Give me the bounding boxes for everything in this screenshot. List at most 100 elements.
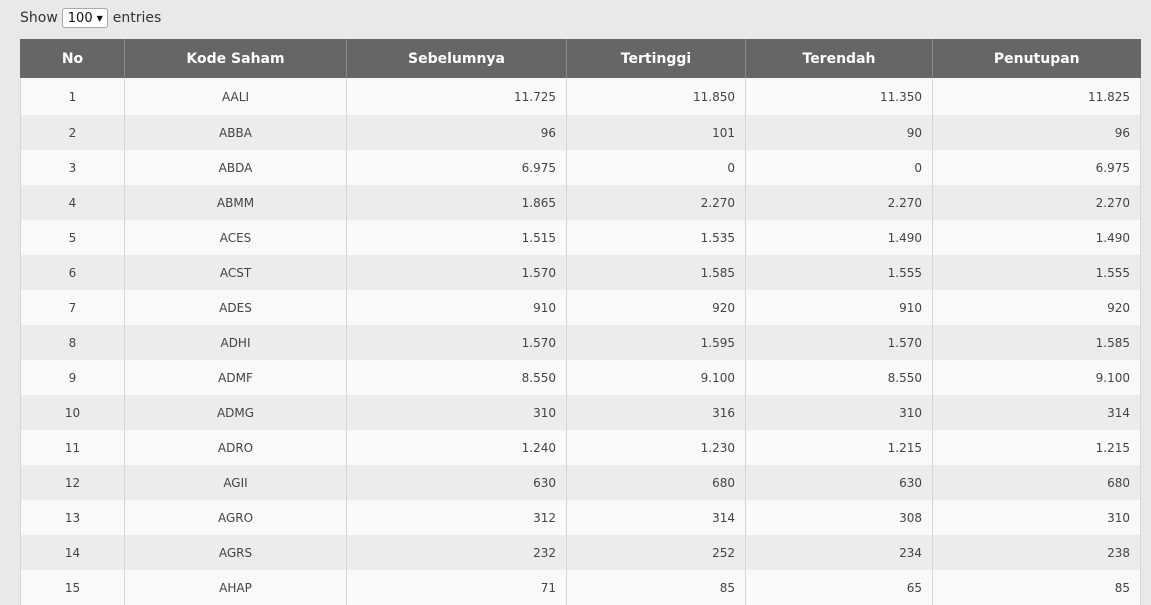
table-row: 10 ADMG 310 316 310 314 bbox=[20, 395, 1141, 430]
cell-terendah: 910 bbox=[745, 290, 933, 325]
table-row: 11 ADRO 1.240 1.230 1.215 1.215 bbox=[20, 430, 1141, 465]
cell-penutupan: 310 bbox=[932, 500, 1141, 535]
cell-sebelumnya: 96 bbox=[346, 115, 567, 150]
cell-kode-saham: ADMG bbox=[124, 395, 347, 430]
table-row: 6 ACST 1.570 1.585 1.555 1.555 bbox=[20, 255, 1141, 290]
cell-tertinggi: 680 bbox=[566, 465, 746, 500]
stock-table: No Kode Saham Sebelumnya Tertinggi Teren… bbox=[20, 39, 1141, 605]
cell-terendah: 308 bbox=[745, 500, 933, 535]
cell-tertinggi: 1.595 bbox=[566, 325, 746, 360]
table-row: 4 ABMM 1.865 2.270 2.270 2.270 bbox=[20, 185, 1141, 220]
cell-penutupan: 920 bbox=[932, 290, 1141, 325]
table-row: 9 ADMF 8.550 9.100 8.550 9.100 bbox=[20, 360, 1141, 395]
cell-kode-saham: AGRO bbox=[124, 500, 347, 535]
cell-penutupan: 314 bbox=[932, 395, 1141, 430]
cell-tertinggi: 1.230 bbox=[566, 430, 746, 465]
cell-kode-saham: ADES bbox=[124, 290, 347, 325]
cell-penutupan: 9.100 bbox=[932, 360, 1141, 395]
cell-no: 11 bbox=[20, 430, 125, 465]
cell-kode-saham: AGII bbox=[124, 465, 347, 500]
table-row: 5 ACES 1.515 1.535 1.490 1.490 bbox=[20, 220, 1141, 255]
cell-terendah: 8.550 bbox=[745, 360, 933, 395]
cell-tertinggi: 316 bbox=[566, 395, 746, 430]
header-row: No Kode Saham Sebelumnya Tertinggi Teren… bbox=[20, 39, 1141, 78]
cell-no: 13 bbox=[20, 500, 125, 535]
caret-down-icon: ▼ bbox=[96, 13, 103, 23]
cell-sebelumnya: 71 bbox=[346, 570, 567, 605]
cell-tertinggi: 1.585 bbox=[566, 255, 746, 290]
cell-sebelumnya: 11.725 bbox=[346, 78, 567, 115]
table-row: 7 ADES 910 920 910 920 bbox=[20, 290, 1141, 325]
column-header-kode-saham[interactable]: Kode Saham bbox=[124, 39, 347, 78]
cell-sebelumnya: 1.570 bbox=[346, 325, 567, 360]
cell-kode-saham: ABMM bbox=[124, 185, 347, 220]
cell-tertinggi: 101 bbox=[566, 115, 746, 150]
cell-tertinggi: 0 bbox=[566, 150, 746, 185]
cell-sebelumnya: 8.550 bbox=[346, 360, 567, 395]
entries-length-control: Show 100 ▼ entries bbox=[20, 7, 161, 29]
cell-penutupan: 2.270 bbox=[932, 185, 1141, 220]
column-header-no[interactable]: No bbox=[20, 39, 125, 78]
table-row: 13 AGRO 312 314 308 310 bbox=[20, 500, 1141, 535]
cell-sebelumnya: 910 bbox=[346, 290, 567, 325]
table-row: 12 AGII 630 680 630 680 bbox=[20, 465, 1141, 500]
cell-penutupan: 6.975 bbox=[932, 150, 1141, 185]
cell-penutupan: 1.585 bbox=[932, 325, 1141, 360]
cell-sebelumnya: 312 bbox=[346, 500, 567, 535]
cell-kode-saham: ADMF bbox=[124, 360, 347, 395]
cell-terendah: 11.350 bbox=[745, 78, 933, 115]
entries-select-value: 100 bbox=[67, 10, 93, 26]
column-header-sebelumnya[interactable]: Sebelumnya bbox=[346, 39, 567, 78]
cell-terendah: 310 bbox=[745, 395, 933, 430]
cell-terendah: 1.570 bbox=[745, 325, 933, 360]
cell-kode-saham: ABBA bbox=[124, 115, 347, 150]
cell-terendah: 65 bbox=[745, 570, 933, 605]
table-row: 15 AHAP 71 85 65 85 bbox=[20, 570, 1141, 605]
cell-terendah: 1.215 bbox=[745, 430, 933, 465]
cell-tertinggi: 85 bbox=[566, 570, 746, 605]
cell-penutupan: 680 bbox=[932, 465, 1141, 500]
cell-no: 6 bbox=[20, 255, 125, 290]
cell-tertinggi: 920 bbox=[566, 290, 746, 325]
cell-sebelumnya: 310 bbox=[346, 395, 567, 430]
column-header-tertinggi[interactable]: Tertinggi bbox=[566, 39, 746, 78]
cell-penutupan: 1.555 bbox=[932, 255, 1141, 290]
cell-no: 2 bbox=[20, 115, 125, 150]
cell-tertinggi: 1.535 bbox=[566, 220, 746, 255]
cell-tertinggi: 9.100 bbox=[566, 360, 746, 395]
cell-penutupan: 96 bbox=[932, 115, 1141, 150]
entries-select[interactable]: 100 ▼ bbox=[61, 8, 108, 28]
cell-no: 15 bbox=[20, 570, 125, 605]
cell-sebelumnya: 1.865 bbox=[346, 185, 567, 220]
cell-no: 14 bbox=[20, 535, 125, 570]
cell-sebelumnya: 6.975 bbox=[346, 150, 567, 185]
cell-no: 1 bbox=[20, 78, 125, 115]
cell-kode-saham: AALI bbox=[124, 78, 347, 115]
cell-terendah: 0 bbox=[745, 150, 933, 185]
cell-tertinggi: 252 bbox=[566, 535, 746, 570]
cell-kode-saham: ADRO bbox=[124, 430, 347, 465]
cell-penutupan: 238 bbox=[932, 535, 1141, 570]
cell-terendah: 1.555 bbox=[745, 255, 933, 290]
cell-sebelumnya: 630 bbox=[346, 465, 567, 500]
cell-penutupan: 85 bbox=[932, 570, 1141, 605]
cell-kode-saham: ACST bbox=[124, 255, 347, 290]
cell-tertinggi: 11.850 bbox=[566, 78, 746, 115]
cell-penutupan: 11.825 bbox=[932, 78, 1141, 115]
cell-terendah: 90 bbox=[745, 115, 933, 150]
cell-sebelumnya: 1.515 bbox=[346, 220, 567, 255]
cell-kode-saham: ABDA bbox=[124, 150, 347, 185]
cell-sebelumnya: 1.240 bbox=[346, 430, 567, 465]
cell-kode-saham: AHAP bbox=[124, 570, 347, 605]
cell-no: 3 bbox=[20, 150, 125, 185]
cell-kode-saham: ACES bbox=[124, 220, 347, 255]
column-header-penutupan[interactable]: Penutupan bbox=[932, 39, 1141, 78]
cell-no: 5 bbox=[20, 220, 125, 255]
table-row: 3 ABDA 6.975 0 0 6.975 bbox=[20, 150, 1141, 185]
table-row: 2 ABBA 96 101 90 96 bbox=[20, 115, 1141, 150]
cell-no: 12 bbox=[20, 465, 125, 500]
cell-no: 4 bbox=[20, 185, 125, 220]
column-header-terendah[interactable]: Terendah bbox=[745, 39, 933, 78]
table-header: No Kode Saham Sebelumnya Tertinggi Teren… bbox=[20, 39, 1141, 78]
cell-no: 9 bbox=[20, 360, 125, 395]
